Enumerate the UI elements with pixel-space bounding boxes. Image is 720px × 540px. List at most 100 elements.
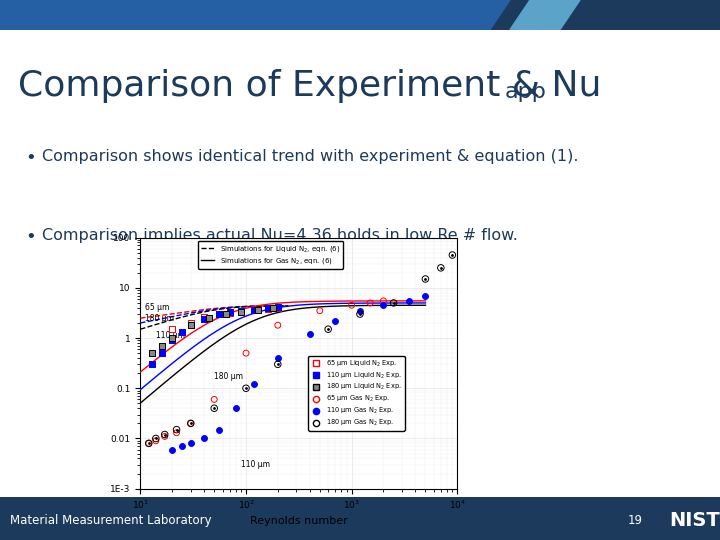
Point xyxy=(240,384,252,393)
Point xyxy=(220,310,232,319)
Point xyxy=(171,428,182,437)
Point xyxy=(262,305,274,313)
Point xyxy=(159,432,171,441)
Point xyxy=(213,310,225,319)
Point xyxy=(435,264,446,272)
Point xyxy=(166,334,178,342)
Point xyxy=(159,430,171,439)
Point xyxy=(446,251,458,259)
Point xyxy=(446,251,458,259)
Point xyxy=(262,304,274,313)
Text: 65 µm: 65 µm xyxy=(145,303,169,312)
Text: 110 µm: 110 µm xyxy=(241,460,270,469)
Text: NIST: NIST xyxy=(670,511,720,530)
Point xyxy=(198,315,210,323)
Point xyxy=(304,330,315,339)
Point xyxy=(272,321,284,329)
Point xyxy=(248,380,260,389)
Text: Comparison implies actual Nu=4.36 holds in low Re # flow.: Comparison implies actual Nu=4.36 holds … xyxy=(42,228,518,243)
Polygon shape xyxy=(510,0,580,30)
Text: Material Measurement Laboratory: Material Measurement Laboratory xyxy=(10,514,212,527)
Text: •: • xyxy=(25,149,36,167)
Point xyxy=(272,360,284,369)
Point xyxy=(198,313,210,321)
Point xyxy=(185,419,197,428)
Point xyxy=(354,310,366,319)
Point xyxy=(323,325,334,334)
Point xyxy=(185,321,197,329)
Point xyxy=(235,307,247,316)
Point xyxy=(166,325,178,334)
Point xyxy=(403,296,415,305)
Point xyxy=(156,341,168,350)
Point xyxy=(252,306,264,314)
Point xyxy=(156,349,168,357)
Point xyxy=(150,434,161,443)
Point xyxy=(209,395,220,404)
Point xyxy=(248,306,260,314)
Point xyxy=(272,360,284,369)
Text: Comparison shows identical trend with experiment & equation (1).: Comparison shows identical trend with ex… xyxy=(42,149,578,164)
Point xyxy=(224,308,235,316)
Point xyxy=(267,304,279,313)
Point xyxy=(213,310,225,319)
Point xyxy=(272,303,284,312)
Point xyxy=(377,296,389,305)
Point xyxy=(330,316,341,325)
Point xyxy=(166,336,178,345)
X-axis label: Reynolds number: Reynolds number xyxy=(250,516,348,526)
Point xyxy=(420,275,431,284)
Point xyxy=(171,426,182,434)
Point xyxy=(185,439,197,448)
Point xyxy=(240,384,252,393)
Point xyxy=(346,301,357,309)
Point xyxy=(171,426,182,434)
Point xyxy=(240,349,252,357)
Point xyxy=(420,291,431,300)
Point xyxy=(209,404,220,413)
Text: app: app xyxy=(505,82,547,102)
Point xyxy=(235,308,247,316)
Point xyxy=(143,439,155,448)
Text: 110 µm: 110 µm xyxy=(156,332,185,340)
Point xyxy=(185,319,197,327)
Point xyxy=(364,299,376,307)
Point xyxy=(143,439,155,448)
Point xyxy=(185,419,197,428)
Text: •: • xyxy=(25,228,36,246)
Point xyxy=(354,310,366,319)
Point xyxy=(185,419,197,428)
Point xyxy=(248,305,260,314)
Text: 180 µm: 180 µm xyxy=(215,372,243,381)
Text: Comparison of Experiment & Nu: Comparison of Experiment & Nu xyxy=(18,70,602,103)
Point xyxy=(323,325,334,334)
Point xyxy=(230,404,241,413)
Point xyxy=(176,328,188,336)
Legend: 65 µm Liquid N$_2$ Exp., 110 µm Liquid N$_2$ Exp., 180 µm Liquid N$_2$ Exp., 65 : 65 µm Liquid N$_2$ Exp., 110 µm Liquid N… xyxy=(308,356,405,431)
Point xyxy=(209,404,220,413)
Point xyxy=(420,275,431,284)
Point xyxy=(213,426,225,434)
Point xyxy=(272,354,284,362)
Point xyxy=(377,301,389,309)
Point xyxy=(224,308,235,317)
Point xyxy=(143,439,155,448)
Point xyxy=(150,434,161,443)
Point xyxy=(166,446,178,454)
Point xyxy=(235,306,247,315)
Point xyxy=(388,299,400,307)
Point xyxy=(198,434,210,443)
Point xyxy=(204,314,215,322)
Text: 180 µm: 180 µm xyxy=(145,314,174,323)
Point xyxy=(272,303,284,312)
Point xyxy=(435,264,446,272)
Point xyxy=(147,360,158,369)
Point xyxy=(354,306,366,315)
Polygon shape xyxy=(0,0,510,30)
Point xyxy=(147,349,158,357)
Point xyxy=(314,306,325,315)
Point xyxy=(185,321,197,329)
Point xyxy=(388,299,400,307)
Point xyxy=(176,442,188,450)
Text: 19: 19 xyxy=(628,514,642,527)
